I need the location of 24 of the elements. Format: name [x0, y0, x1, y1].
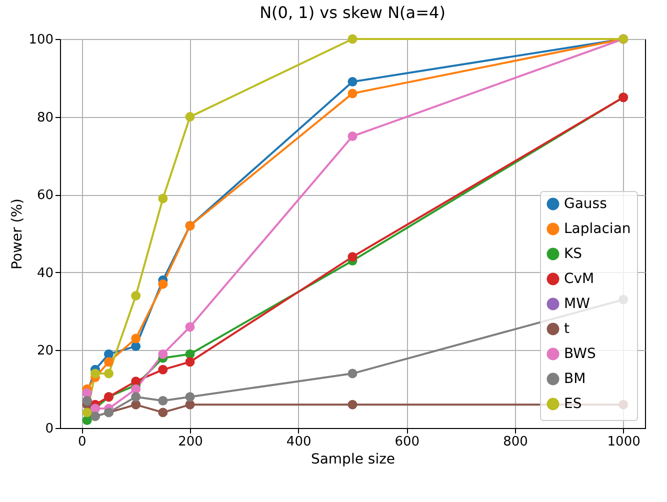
- y-tick-label: 80: [36, 110, 54, 126]
- x-tick-label: 800: [503, 434, 528, 450]
- legend-label: Gauss: [564, 196, 607, 212]
- x-tick-label: 1000: [607, 434, 640, 450]
- x-tick-label: 400: [286, 434, 312, 450]
- y-tick-label: 60: [36, 188, 54, 204]
- legend-label: Laplacian: [564, 221, 631, 237]
- y-tick-label: 40: [36, 266, 54, 281]
- y-axis-title: Power (%): [10, 198, 26, 270]
- y-tick-label: 0: [45, 422, 54, 436]
- x-tick-label: 200: [178, 434, 203, 450]
- x-tick-label: 0: [78, 434, 86, 450]
- legend-label: KS: [564, 246, 582, 262]
- legend-label: BM: [564, 371, 586, 387]
- legend-label: MW: [564, 296, 590, 312]
- y-tick-label: 20: [36, 344, 54, 359]
- x-axis-title: Sample size: [310, 452, 396, 468]
- y-tick-label: 100: [28, 32, 54, 48]
- legend-label: BWS: [564, 346, 596, 362]
- x-tick-label: 600: [394, 434, 420, 450]
- chart-title: N(0, 1) vs skew N(a=4): [260, 3, 446, 22]
- legend-label: t: [564, 321, 570, 337]
- legend-label: CvM: [564, 271, 594, 287]
- legend-label: ES: [564, 396, 582, 412]
